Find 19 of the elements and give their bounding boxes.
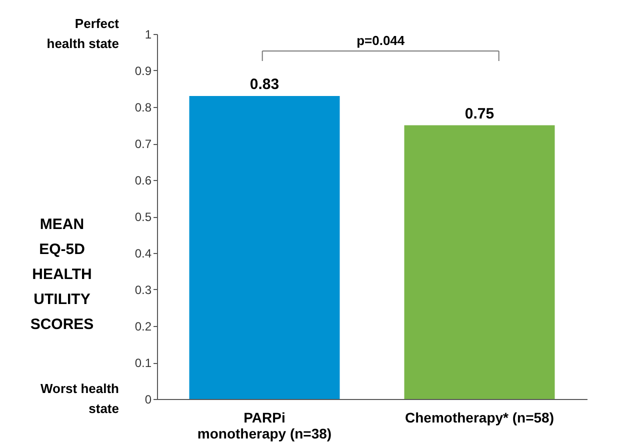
y-tick-label: 0.3 (134, 283, 152, 297)
y-tick-label: 0.5 (134, 210, 152, 224)
y-tick-label: 0 (144, 392, 152, 406)
text: Perfect health state (46, 16, 120, 51)
y-tick-label: 0.8 (134, 100, 152, 114)
data-label: 0.75 (464, 105, 494, 122)
data-label: 0.83 (250, 76, 280, 94)
y-tick-label: 0.2 (134, 320, 152, 334)
y-axis-title: MEAN EQ-5D HEALTH UTILITY SCORES (30, 216, 94, 333)
y-tick-label: 1 (144, 28, 152, 42)
y-tick-label: 0.6 (134, 174, 152, 188)
x-tick-label: Chemotherapy* (n=58) (405, 410, 554, 426)
y-tick-label: 0.4 (134, 246, 152, 260)
y-tick-label: 0.7 (134, 137, 152, 151)
y-tick-label: 0.9 (134, 64, 152, 78)
annotation: p=0.044 (356, 33, 406, 48)
text: Worst health state (40, 381, 120, 416)
x-tick-label: PARPi monotherapy (n=38) (197, 410, 332, 442)
y-tick-label: 0.1 (134, 356, 152, 370)
